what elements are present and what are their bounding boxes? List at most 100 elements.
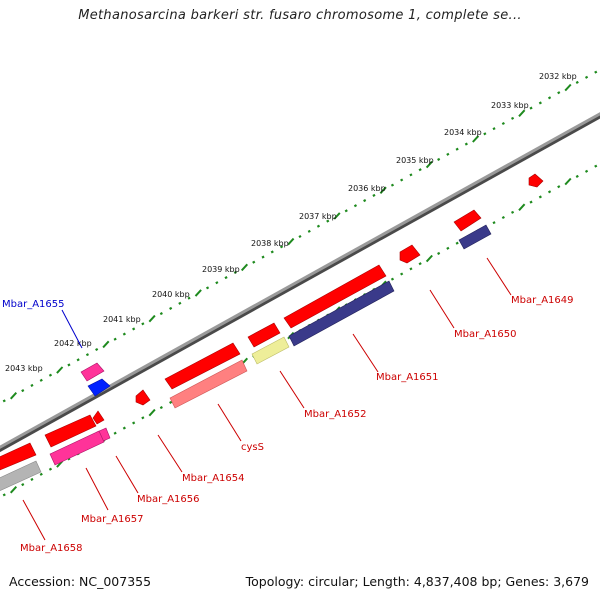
gene-features[interactable] <box>0 173 544 493</box>
ruler-tick-label: 2041 kbp <box>103 315 141 324</box>
tick-dot <box>518 203 526 211</box>
gene-feature[interactable] <box>44 414 97 448</box>
gene-feature[interactable] <box>0 460 42 493</box>
tick-dot <box>48 373 53 377</box>
gene-labels: Mbar_A1649 Mbar_A1650 Mbar_A1651 Mbar_A1… <box>2 295 574 554</box>
gene-feature[interactable] <box>135 389 151 406</box>
tick-dot <box>584 169 589 173</box>
tick-dot <box>122 426 126 430</box>
tick-dot <box>113 431 117 435</box>
gene-label[interactable]: Mbar_A1651 <box>376 372 439 383</box>
tick-dot <box>518 109 526 117</box>
tick-dot <box>400 178 404 182</box>
tick-dot <box>48 467 53 471</box>
tick-dot <box>425 160 433 169</box>
tick-dot <box>9 392 18 400</box>
tick-dot <box>67 363 71 367</box>
genome-map[interactable]: 2032 kbp 2033 kbp 2034 kbp 2035 kbp 2036… <box>0 0 600 560</box>
ruler-tick-label: 2042 kbp <box>54 339 92 348</box>
tick-dot <box>557 185 561 189</box>
tick-dot <box>169 306 173 310</box>
gene-feature[interactable] <box>0 442 37 472</box>
tick-dot <box>492 221 496 225</box>
tick-dot <box>30 383 34 387</box>
tick-dot <box>538 195 542 199</box>
ruler-tick-label: 2036 kbp <box>348 184 386 193</box>
gene-label[interactable]: Mbar_A1649 <box>511 295 574 306</box>
tick-dot <box>529 200 533 204</box>
gene-feature[interactable] <box>169 359 248 409</box>
topology-text: Topology: circular; Length: 4,837,408 bp… <box>245 574 589 589</box>
gene-feature[interactable] <box>87 378 111 397</box>
tick-dot <box>148 408 156 417</box>
ruler-tick-label: 2037 kbp <box>299 212 337 221</box>
tick-dot <box>510 210 515 214</box>
tick-dot <box>472 135 480 143</box>
tick-dot <box>178 301 182 305</box>
gene-label[interactable]: Mbar_A1652 <box>304 409 367 420</box>
tick-dot <box>95 347 99 352</box>
tick-dot <box>279 245 284 249</box>
tick-dot <box>21 483 25 487</box>
tick-dot <box>344 209 348 213</box>
tick-dot <box>233 270 237 274</box>
tick-dot <box>102 340 110 349</box>
tick-dot <box>148 314 156 323</box>
tick-dot <box>409 173 413 177</box>
gene-label[interactable]: Mbar_A1655 <box>2 299 65 310</box>
tick-dot <box>307 229 311 233</box>
gene-feature[interactable] <box>528 173 544 188</box>
tick-dot <box>455 147 459 151</box>
ruler-tick-label: 2034 kbp <box>444 128 482 137</box>
tick-dot <box>2 399 6 403</box>
tick-dot <box>316 224 321 228</box>
kbp-ruler: 2032 kbp 2033 kbp 2034 kbp 2035 kbp 2036… <box>5 72 577 373</box>
tick-dot <box>132 421 136 425</box>
tick-dot <box>9 486 18 494</box>
tick-dot <box>557 91 561 95</box>
tick-dot <box>510 116 515 120</box>
gene-feature[interactable] <box>92 410 105 425</box>
gene-feature[interactable] <box>80 362 105 382</box>
tick-dot <box>575 80 579 84</box>
tick-dot <box>425 254 433 263</box>
ruler-tick-label: 2032 kbp <box>539 72 577 81</box>
ruler-tick-label: 2043 kbp <box>5 364 43 373</box>
tick-dot <box>122 332 126 336</box>
tick-dot <box>538 101 542 105</box>
tick-dot <box>564 83 572 92</box>
tick-dot <box>390 277 395 281</box>
gene-label[interactable]: Mbar_A1658 <box>20 543 83 554</box>
gene-feature[interactable] <box>453 209 482 232</box>
tick-dot <box>169 400 173 404</box>
gene-feature[interactable] <box>458 224 492 250</box>
tick-dot <box>446 152 450 156</box>
ruler-tick-label: 2033 kbp <box>491 101 529 110</box>
gene-feature[interactable] <box>399 244 421 264</box>
ruler-tick-label: 2040 kbp <box>152 290 190 299</box>
tick-dot <box>298 234 302 239</box>
accession-text: Accession: NC_007355 <box>9 574 152 589</box>
gene-label[interactable]: Mbar_A1654 <box>182 473 245 484</box>
ruler-tick-label: 2038 kbp <box>251 239 289 248</box>
gene-label[interactable]: Mbar_A1656 <box>137 494 200 505</box>
tick-dot <box>215 281 219 285</box>
gene-label[interactable]: Mbar_A1650 <box>454 329 517 340</box>
gene-feature[interactable] <box>247 322 281 348</box>
tick-dot <box>56 366 64 374</box>
gene-feature[interactable] <box>251 336 290 365</box>
gene-label[interactable]: cysS <box>241 442 264 453</box>
gene-feature[interactable] <box>283 264 387 329</box>
ruler-tick-label: 2039 kbp <box>202 265 240 274</box>
chromosome-backbone-shadow <box>0 112 600 453</box>
tick-dot <box>30 477 34 481</box>
tick-dot <box>575 174 579 178</box>
tick-dot <box>159 312 163 316</box>
gene-feature[interactable] <box>49 430 105 466</box>
gene-feature[interactable] <box>164 342 241 390</box>
gene-label[interactable]: Mbar_A1657 <box>81 514 144 525</box>
tick-dot <box>132 327 136 331</box>
tick-dot <box>39 378 43 382</box>
gene-feature[interactable] <box>288 280 395 347</box>
tick-dot <box>261 255 265 259</box>
